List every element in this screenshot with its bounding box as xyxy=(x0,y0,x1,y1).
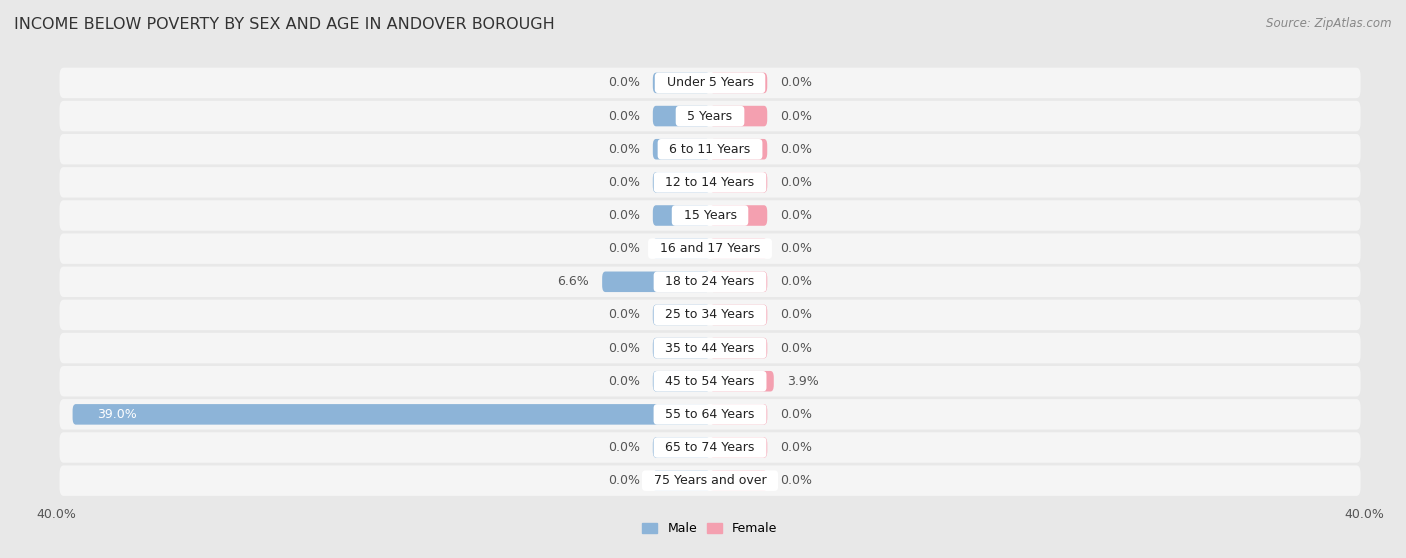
FancyBboxPatch shape xyxy=(710,238,768,259)
Text: 0.0%: 0.0% xyxy=(607,474,640,487)
Text: 12 to 14 Years: 12 to 14 Years xyxy=(658,176,762,189)
Text: 0.0%: 0.0% xyxy=(607,76,640,89)
FancyBboxPatch shape xyxy=(59,399,1361,430)
Text: 0.0%: 0.0% xyxy=(607,375,640,388)
FancyBboxPatch shape xyxy=(652,305,710,325)
FancyBboxPatch shape xyxy=(710,139,768,160)
Text: 6.6%: 6.6% xyxy=(557,275,589,288)
Text: 0.0%: 0.0% xyxy=(607,242,640,255)
FancyBboxPatch shape xyxy=(710,470,768,491)
FancyBboxPatch shape xyxy=(652,205,710,226)
FancyBboxPatch shape xyxy=(652,73,710,93)
Text: 0.0%: 0.0% xyxy=(780,441,813,454)
Text: 5 Years: 5 Years xyxy=(679,109,741,123)
Text: 6 to 11 Years: 6 to 11 Years xyxy=(661,143,759,156)
Text: 16 and 17 Years: 16 and 17 Years xyxy=(652,242,768,255)
Text: 0.0%: 0.0% xyxy=(780,242,813,255)
Text: 3.9%: 3.9% xyxy=(787,375,818,388)
FancyBboxPatch shape xyxy=(710,437,768,458)
FancyBboxPatch shape xyxy=(652,172,710,193)
Text: Under 5 Years: Under 5 Years xyxy=(658,76,762,89)
Text: 55 to 64 Years: 55 to 64 Years xyxy=(658,408,762,421)
FancyBboxPatch shape xyxy=(59,200,1361,231)
FancyBboxPatch shape xyxy=(73,404,710,425)
Text: 0.0%: 0.0% xyxy=(780,109,813,123)
Text: 0.0%: 0.0% xyxy=(780,209,813,222)
FancyBboxPatch shape xyxy=(710,404,768,425)
Text: 0.0%: 0.0% xyxy=(780,341,813,354)
Text: Source: ZipAtlas.com: Source: ZipAtlas.com xyxy=(1267,17,1392,30)
Text: 0.0%: 0.0% xyxy=(780,309,813,321)
Text: 0.0%: 0.0% xyxy=(780,176,813,189)
Text: 65 to 74 Years: 65 to 74 Years xyxy=(658,441,762,454)
Text: 25 to 34 Years: 25 to 34 Years xyxy=(658,309,762,321)
Text: 0.0%: 0.0% xyxy=(780,408,813,421)
FancyBboxPatch shape xyxy=(652,470,710,491)
FancyBboxPatch shape xyxy=(652,139,710,160)
FancyBboxPatch shape xyxy=(59,68,1361,98)
FancyBboxPatch shape xyxy=(59,300,1361,330)
FancyBboxPatch shape xyxy=(710,106,768,126)
Text: INCOME BELOW POVERTY BY SEX AND AGE IN ANDOVER BOROUGH: INCOME BELOW POVERTY BY SEX AND AGE IN A… xyxy=(14,17,555,32)
Text: 0.0%: 0.0% xyxy=(607,143,640,156)
Text: 0.0%: 0.0% xyxy=(780,143,813,156)
Text: 0.0%: 0.0% xyxy=(607,109,640,123)
Text: 15 Years: 15 Years xyxy=(675,209,745,222)
FancyBboxPatch shape xyxy=(652,338,710,358)
Text: 0.0%: 0.0% xyxy=(780,76,813,89)
Text: 18 to 24 Years: 18 to 24 Years xyxy=(658,275,762,288)
Text: 0.0%: 0.0% xyxy=(607,341,640,354)
Text: 0.0%: 0.0% xyxy=(607,309,640,321)
FancyBboxPatch shape xyxy=(652,437,710,458)
FancyBboxPatch shape xyxy=(59,432,1361,463)
FancyBboxPatch shape xyxy=(710,73,768,93)
Text: 45 to 54 Years: 45 to 54 Years xyxy=(658,375,762,388)
FancyBboxPatch shape xyxy=(59,465,1361,496)
FancyBboxPatch shape xyxy=(59,366,1361,397)
FancyBboxPatch shape xyxy=(710,338,768,358)
FancyBboxPatch shape xyxy=(59,167,1361,198)
FancyBboxPatch shape xyxy=(59,134,1361,165)
FancyBboxPatch shape xyxy=(710,371,773,392)
Text: 0.0%: 0.0% xyxy=(780,275,813,288)
FancyBboxPatch shape xyxy=(602,272,710,292)
Text: 75 Years and over: 75 Years and over xyxy=(645,474,775,487)
FancyBboxPatch shape xyxy=(652,106,710,126)
FancyBboxPatch shape xyxy=(59,101,1361,131)
Legend: Male, Female: Male, Female xyxy=(637,517,783,540)
FancyBboxPatch shape xyxy=(59,233,1361,264)
Text: 0.0%: 0.0% xyxy=(607,176,640,189)
FancyBboxPatch shape xyxy=(710,172,768,193)
FancyBboxPatch shape xyxy=(710,205,768,226)
Text: 35 to 44 Years: 35 to 44 Years xyxy=(658,341,762,354)
FancyBboxPatch shape xyxy=(710,305,768,325)
Text: 0.0%: 0.0% xyxy=(607,209,640,222)
FancyBboxPatch shape xyxy=(59,267,1361,297)
Text: 39.0%: 39.0% xyxy=(97,408,136,421)
FancyBboxPatch shape xyxy=(652,371,710,392)
FancyBboxPatch shape xyxy=(59,333,1361,363)
Text: 0.0%: 0.0% xyxy=(780,474,813,487)
FancyBboxPatch shape xyxy=(652,238,710,259)
FancyBboxPatch shape xyxy=(710,272,768,292)
Text: 0.0%: 0.0% xyxy=(607,441,640,454)
